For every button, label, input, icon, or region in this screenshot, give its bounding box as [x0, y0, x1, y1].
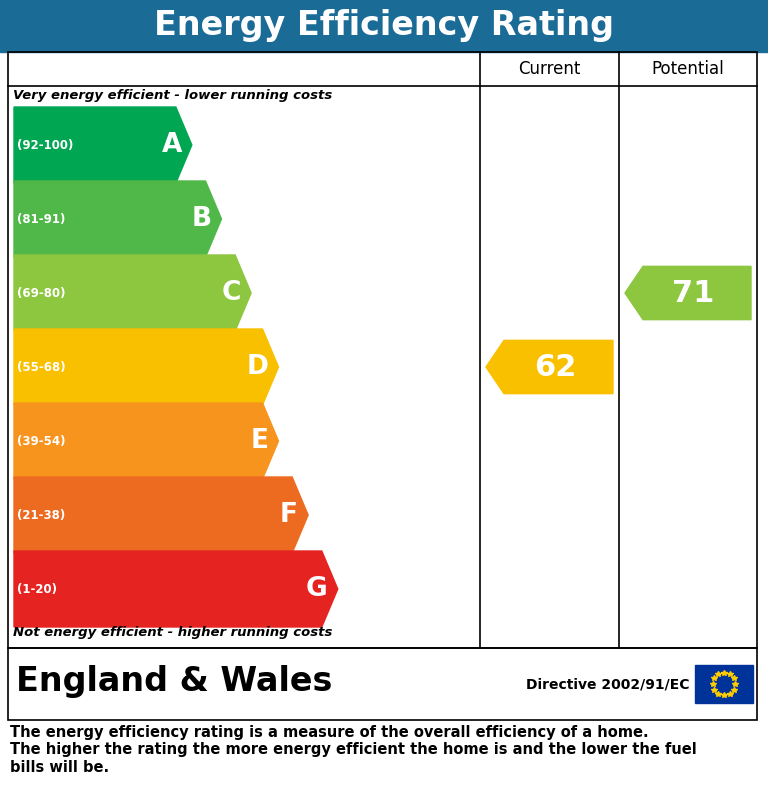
Text: 71: 71 — [672, 279, 714, 308]
Text: (81-91): (81-91) — [17, 213, 65, 225]
Text: Not energy efficient - higher running costs: Not energy efficient - higher running co… — [13, 626, 333, 639]
Text: 62: 62 — [534, 352, 576, 381]
Text: (21-38): (21-38) — [17, 508, 65, 521]
Polygon shape — [14, 477, 308, 553]
Text: Energy Efficiency Rating: Energy Efficiency Rating — [154, 10, 614, 43]
Bar — [8, 648, 757, 720]
Text: F: F — [280, 502, 298, 528]
Polygon shape — [14, 255, 251, 331]
Bar — [695, 665, 753, 703]
Text: (69-80): (69-80) — [17, 287, 65, 300]
Bar — [0, 0, 768, 52]
Text: Current: Current — [518, 60, 581, 78]
Polygon shape — [486, 340, 613, 393]
Polygon shape — [14, 181, 221, 257]
Polygon shape — [14, 329, 279, 405]
Bar — [8, 52, 757, 648]
Polygon shape — [14, 403, 279, 479]
Text: G: G — [306, 576, 328, 602]
Polygon shape — [625, 267, 751, 320]
Polygon shape — [14, 107, 192, 183]
Text: (39-54): (39-54) — [17, 435, 65, 448]
Polygon shape — [14, 551, 338, 627]
Text: Very energy efficient - lower running costs: Very energy efficient - lower running co… — [13, 89, 333, 102]
Text: D: D — [247, 354, 269, 380]
Text: (55-68): (55-68) — [17, 360, 65, 373]
Text: C: C — [222, 280, 241, 306]
Text: The energy efficiency rating is a measure of the overall efficiency of a home.
T: The energy efficiency rating is a measur… — [10, 725, 697, 775]
Text: England & Wales: England & Wales — [16, 666, 333, 698]
Text: Directive 2002/91/EC: Directive 2002/91/EC — [525, 677, 689, 691]
Text: (1-20): (1-20) — [17, 583, 57, 595]
Text: B: B — [191, 206, 211, 232]
Text: E: E — [250, 428, 269, 454]
Text: (92-100): (92-100) — [17, 138, 74, 152]
Text: Potential: Potential — [651, 60, 724, 78]
Text: A: A — [161, 132, 182, 158]
